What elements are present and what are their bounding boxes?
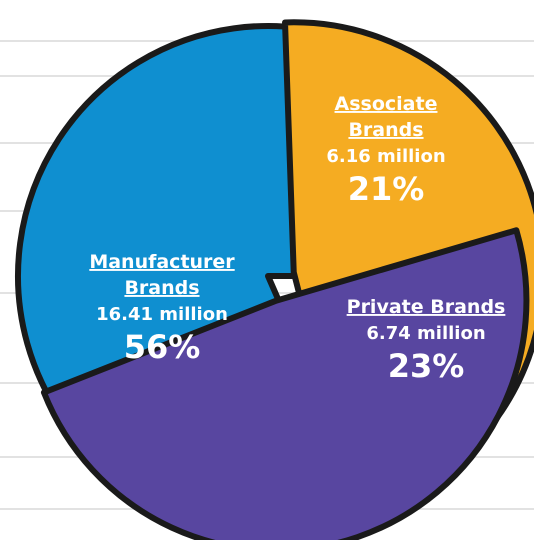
label-manufacturer-brands: Manufacturer Brands 16.41 million 56% bbox=[89, 251, 235, 366]
slice-name-line: Private Brands bbox=[347, 296, 506, 318]
slice-value-label: 16.41 million bbox=[96, 304, 228, 325]
slice-percent-label: 21% bbox=[348, 170, 425, 208]
label-associate-brands: Associate Brands 6.16 million 21% bbox=[326, 93, 445, 208]
slice-name-line: Brands bbox=[348, 119, 423, 141]
slice-value-label: 6.16 million bbox=[326, 146, 445, 167]
slice-value-label: 6.74 million bbox=[366, 323, 485, 344]
slice-name-line: Associate bbox=[335, 93, 438, 115]
slice-percent-label: 56% bbox=[124, 328, 201, 366]
pie-slice-private-brands bbox=[40, 227, 530, 540]
slice-name-line: Manufacturer bbox=[89, 251, 235, 273]
pie-labels: Associate Brands 6.16 million 21% Private Br… bbox=[89, 93, 505, 385]
slice-percent-label: 23% bbox=[388, 347, 465, 385]
pie-slices bbox=[15, 19, 534, 540]
label-private-brands: Private Brands 6.74 million 23% bbox=[347, 296, 506, 385]
slice-name-line: Brands bbox=[124, 277, 199, 299]
